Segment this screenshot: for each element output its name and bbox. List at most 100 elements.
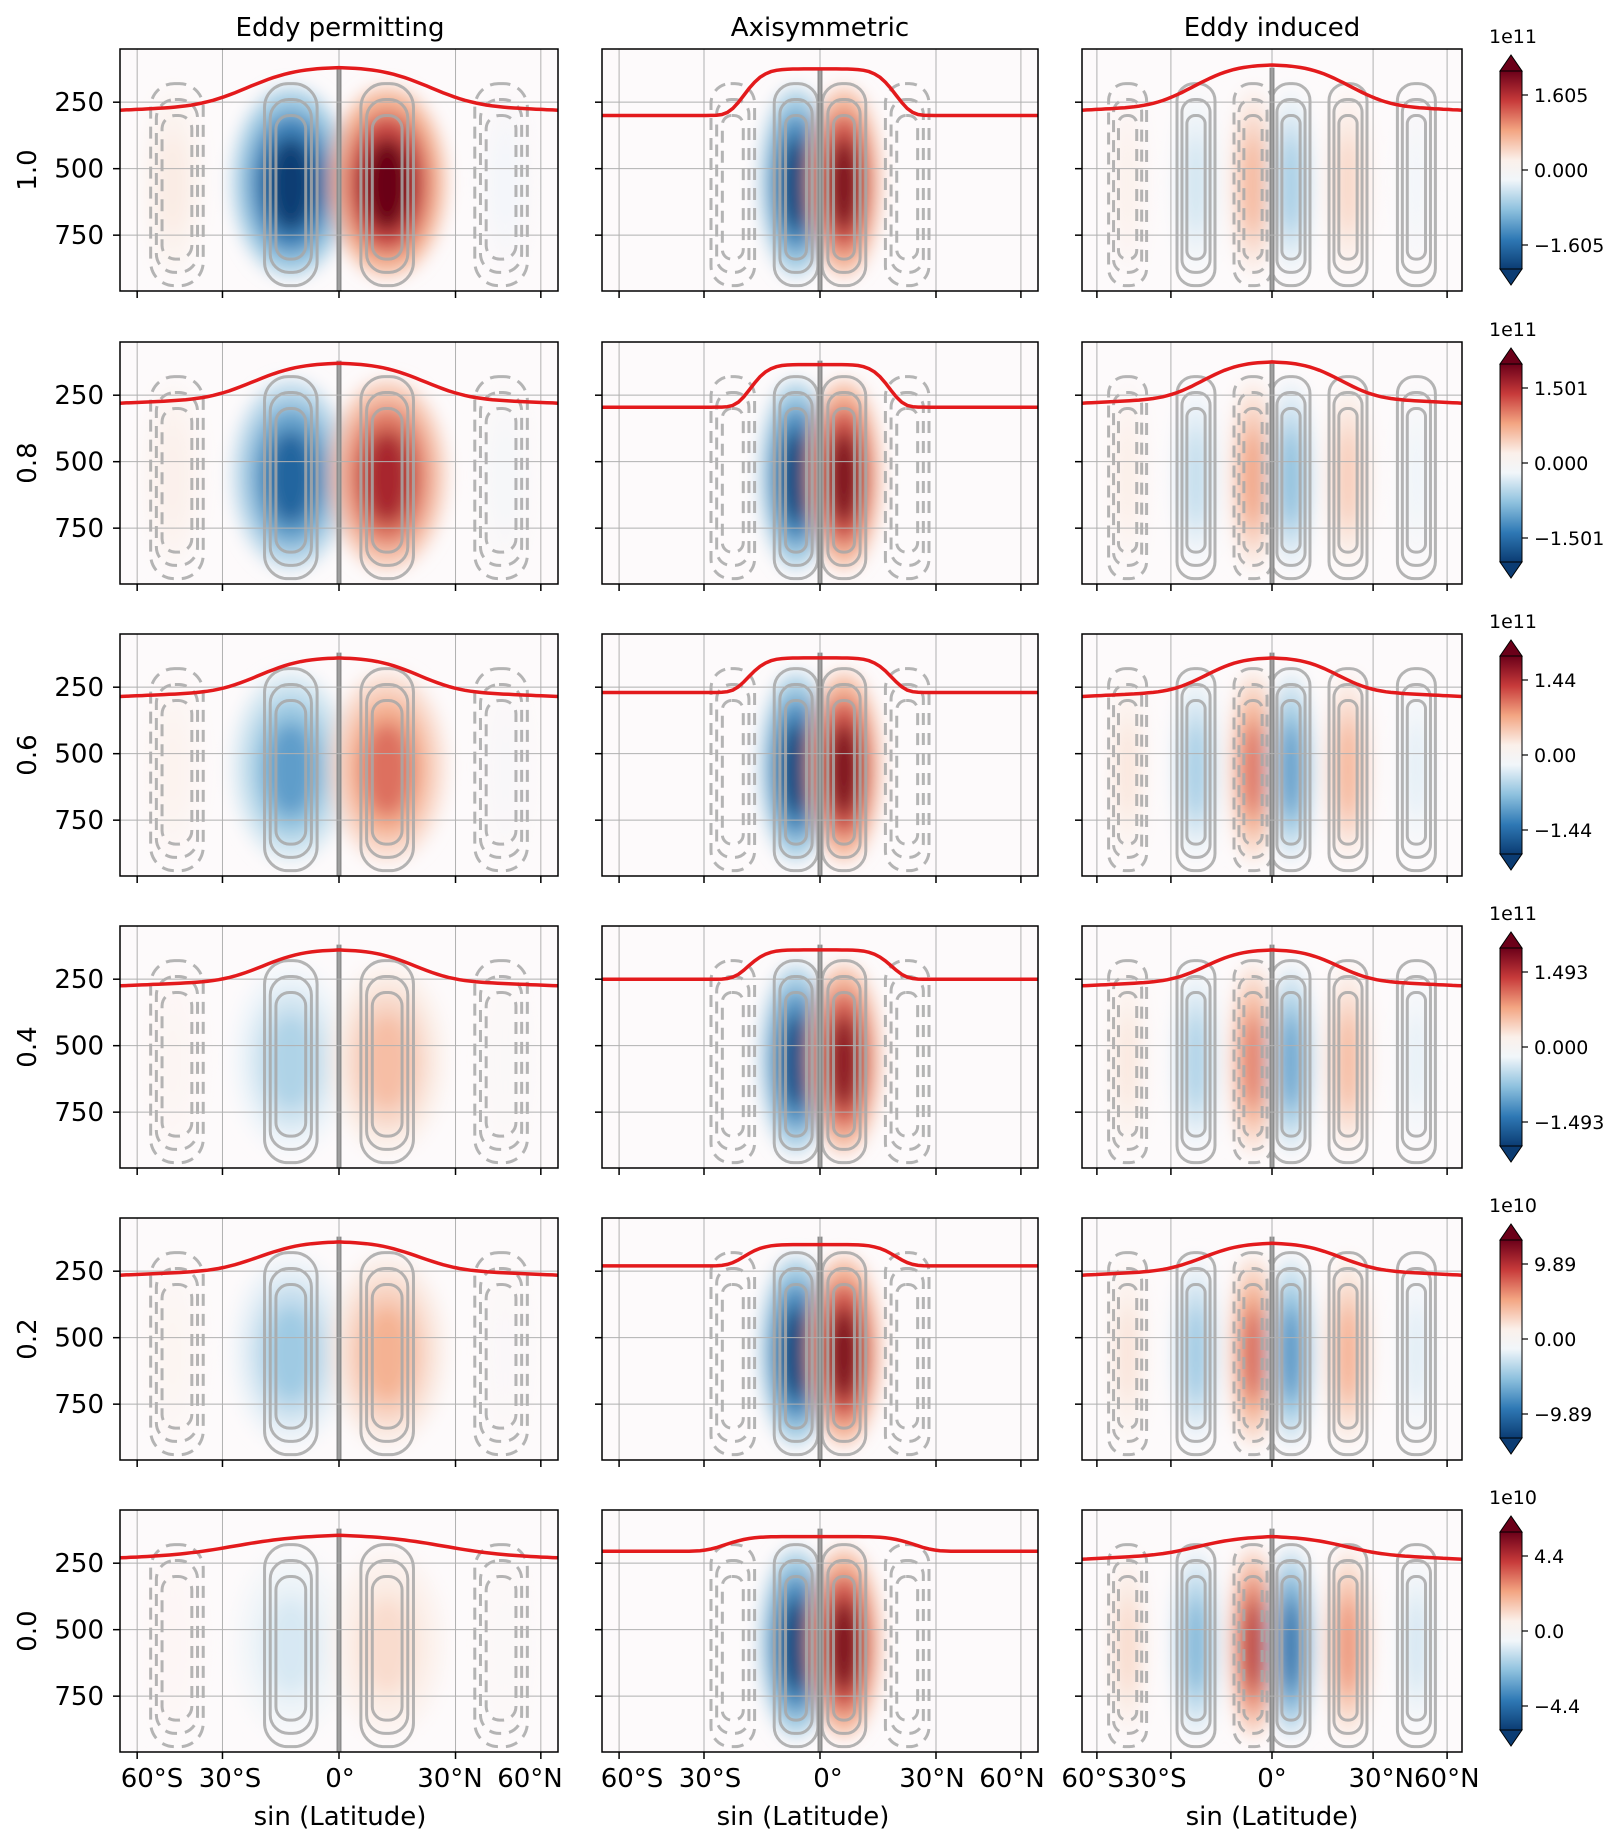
contour-line — [889, 98, 925, 274]
contour-line — [1232, 667, 1274, 873]
contour-line — [1185, 1574, 1207, 1722]
fill-level — [1337, 1305, 1359, 1402]
colorbar-tick-label: 0.00 — [1534, 745, 1576, 767]
tropopause-line — [120, 65, 558, 112]
y-tick-label: 750 — [54, 1682, 104, 1712]
grid — [120, 49, 558, 291]
fill-level — [1242, 721, 1264, 818]
contour-line — [1116, 406, 1139, 554]
contour-line — [1116, 1282, 1139, 1430]
contour-line — [1175, 667, 1217, 873]
colorbar-tick-label: −1.605 — [1534, 235, 1604, 257]
x-axis-label: sin (Latitude) — [254, 1802, 427, 1832]
fill-level — [1337, 1597, 1359, 1694]
contour-line — [1280, 406, 1302, 554]
colorbar-exponent: 1e10 — [1489, 1487, 1537, 1509]
x-tick-labels-col3: 60°S30°S 0° 30°N60°N — [1061, 1764, 1479, 1794]
column-title-eddy-induced: Eddy induced — [1184, 13, 1361, 43]
contour-line — [149, 1543, 205, 1749]
y-tick-label: 500 — [54, 155, 104, 185]
contour-line — [715, 683, 751, 859]
contour-line — [1275, 98, 1307, 274]
fill-level — [159, 1305, 187, 1402]
fill-level — [362, 1597, 413, 1694]
colorbar-tick-label: 0.00 — [1534, 1329, 1576, 1351]
tropopause-line — [120, 361, 558, 405]
x-tick-label: 60°N — [497, 1764, 563, 1794]
tropopause-line — [602, 362, 1038, 409]
grid — [1082, 342, 1462, 584]
contour-line — [1185, 113, 1207, 261]
fill-level — [1242, 429, 1264, 526]
contour-line — [1405, 1282, 1428, 1430]
contour-line — [1327, 1543, 1369, 1749]
tropopause-line — [1082, 360, 1462, 405]
contour-line — [784, 406, 808, 554]
tropopause-line — [120, 948, 558, 988]
x-tick-label: 60°S — [601, 1764, 664, 1794]
contour-line — [1395, 667, 1437, 873]
y-tick-label: 500 — [54, 1616, 104, 1646]
colorbar-tick-label: 0.000 — [1534, 453, 1588, 475]
contour-line — [1112, 98, 1144, 274]
y-tick-label: 750 — [54, 806, 104, 836]
contour-line — [473, 959, 529, 1165]
colorbar-body — [1499, 655, 1523, 855]
contour-line — [1400, 1267, 1432, 1443]
contour-line — [826, 975, 862, 1151]
contour-line — [274, 113, 308, 261]
fill-level — [362, 136, 413, 233]
contour-line — [1232, 82, 1274, 288]
contour-line — [154, 975, 200, 1151]
fill-level — [828, 1013, 860, 1110]
contour-line — [895, 406, 920, 554]
contour-line — [274, 698, 308, 846]
colorbar-body — [1499, 947, 1523, 1147]
x-tick-label: 30°N60°N — [1348, 1764, 1479, 1794]
contour-line — [1275, 391, 1307, 567]
fill-level — [1408, 429, 1425, 526]
y-tick-label: 500 — [54, 448, 104, 478]
contour-line — [1112, 1559, 1144, 1735]
fill-level — [828, 136, 860, 233]
contour-line — [149, 959, 205, 1165]
contour-line — [889, 1267, 925, 1443]
contour-line — [263, 1251, 319, 1457]
fill-level — [265, 429, 316, 526]
streamfunction-contours — [1107, 959, 1437, 1165]
contour-line — [1332, 975, 1364, 1151]
x-axis-label: sin (Latitude) — [1186, 1802, 1359, 1832]
contour-line — [1275, 975, 1307, 1151]
contour-line — [1237, 1559, 1269, 1735]
contour-line — [365, 683, 410, 859]
contour-line — [1332, 1559, 1364, 1735]
panel-r4-c1 — [595, 1217, 1039, 1467]
x-tick-label: 30°S — [199, 1764, 262, 1794]
contour-line — [484, 698, 518, 846]
contour-line — [268, 391, 313, 567]
contour-line — [1237, 683, 1269, 859]
contour-line — [359, 667, 415, 873]
contour-line — [1280, 113, 1302, 261]
y-tick-label: 250 — [54, 1257, 104, 1287]
colorbar-body — [1499, 363, 1523, 563]
contour-line — [1400, 1559, 1432, 1735]
contour-line — [720, 1282, 745, 1430]
fill-level — [828, 1305, 860, 1402]
contour-line — [1116, 698, 1139, 846]
contour-line — [370, 990, 404, 1138]
contour-line — [365, 1267, 410, 1443]
fill-level — [362, 1013, 413, 1110]
tropopause-line — [120, 1240, 558, 1277]
contour-line — [883, 82, 931, 288]
grid — [602, 1218, 1038, 1460]
grid — [602, 342, 1038, 584]
fill-level — [828, 429, 860, 526]
fill-level — [1242, 1013, 1264, 1110]
contour-line — [784, 1282, 808, 1430]
fill-level — [1280, 429, 1302, 526]
contour-line — [1185, 1282, 1207, 1430]
streamfunction-contours — [709, 375, 931, 581]
panel-r0-c2 — [1075, 48, 1463, 298]
contour-line — [1400, 391, 1432, 567]
